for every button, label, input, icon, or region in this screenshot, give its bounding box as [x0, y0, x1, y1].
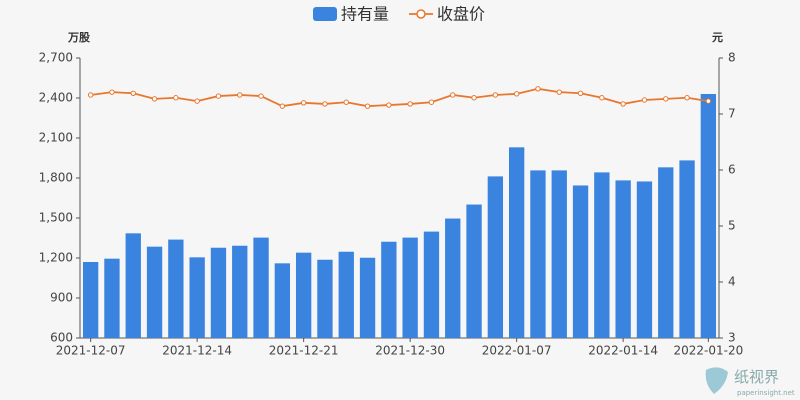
- line-point: [215, 93, 222, 99]
- y-tick-label: 900: [50, 291, 73, 305]
- bar: [210, 247, 227, 338]
- y2-tick-label: 5: [728, 219, 736, 233]
- line-point: [428, 99, 435, 105]
- line-point: [300, 100, 307, 106]
- line-point: [535, 86, 541, 92]
- line-point: [471, 95, 477, 101]
- bar: [636, 181, 653, 338]
- bar: [423, 231, 440, 338]
- line-point: [322, 101, 328, 107]
- bar: [274, 263, 291, 338]
- legend-label: 持有量: [341, 5, 389, 24]
- line-point: [556, 89, 562, 95]
- line-point: [492, 92, 499, 98]
- y2-tick-label: 4: [728, 275, 736, 289]
- line-point: [194, 98, 200, 104]
- line-point: [620, 101, 626, 107]
- y-tick-label: 1,200: [39, 251, 73, 265]
- y-tick-label: 1,800: [39, 171, 73, 185]
- bar: [82, 262, 99, 338]
- x-tick-label: 2021-12-21: [269, 344, 339, 358]
- y-tick-label: 2,400: [39, 91, 73, 105]
- line-point: [513, 91, 520, 97]
- x-tick-label: 2021-12-14: [162, 344, 232, 358]
- bar: [572, 185, 589, 338]
- y2-tick-label: 8: [728, 51, 736, 65]
- x-tick-label: 2022-01-07: [482, 344, 552, 358]
- watermark-url: paperinsight.net: [737, 389, 795, 397]
- bar: [317, 259, 333, 338]
- line-point: [705, 98, 712, 104]
- line-point: [109, 89, 115, 95]
- x-tick-label: 2022-01-14: [588, 344, 658, 358]
- y-tick-label: 2,700: [39, 51, 73, 65]
- bar: [253, 237, 269, 338]
- watermark-name: 纸视界: [734, 368, 779, 386]
- watermark-icon: [705, 367, 728, 394]
- bar: [381, 241, 397, 338]
- bar: [658, 167, 674, 338]
- bar: [338, 251, 354, 338]
- line-point: [130, 90, 136, 96]
- bar: [168, 239, 184, 338]
- bar: [679, 160, 695, 338]
- bar: [466, 204, 482, 338]
- bar: [615, 180, 631, 338]
- bar: [295, 252, 312, 338]
- line-point: [641, 97, 648, 103]
- bar: [189, 257, 205, 338]
- line-point: [364, 103, 371, 109]
- y2-axis-title: 元: [712, 31, 723, 44]
- bar: [551, 170, 567, 338]
- line-point: [87, 92, 94, 98]
- x-tick-label: 2021-12-30: [375, 344, 445, 358]
- bar: [359, 257, 376, 338]
- bar: [104, 258, 120, 338]
- x-tick-label: 2022-01-20: [673, 344, 743, 358]
- x-tick-label: 2021-12-07: [56, 344, 126, 358]
- line-point: [450, 92, 456, 98]
- bar: [594, 172, 610, 338]
- line-point: [343, 99, 349, 105]
- line-point: [237, 92, 243, 98]
- line-point: [684, 95, 690, 101]
- y-tick-label: 600: [50, 331, 73, 345]
- y-tick-label: 2,100: [39, 131, 73, 145]
- legend-label: 收盘价: [437, 5, 485, 24]
- line-point: [407, 101, 413, 107]
- bar: [445, 218, 461, 338]
- bar: [402, 237, 418, 338]
- y2-tick-label: 6: [728, 163, 736, 177]
- line-point: [151, 96, 158, 102]
- line-point: [258, 93, 264, 99]
- bar: [232, 245, 248, 338]
- legend-swatch: [313, 7, 337, 21]
- bar: [487, 176, 504, 338]
- y2-tick-label: 7: [728, 107, 736, 121]
- line-point: [577, 90, 584, 96]
- y2-tick-label: 3: [728, 331, 736, 345]
- line-point: [386, 102, 392, 108]
- bar: [125, 233, 141, 338]
- bar: [530, 170, 546, 338]
- line-point: [663, 96, 669, 102]
- y-tick-label: 1,500: [39, 211, 73, 225]
- y-axis-title: 万股: [67, 31, 91, 44]
- bar: [146, 246, 163, 338]
- line-point: [173, 95, 179, 101]
- bar: [700, 94, 717, 338]
- line: [90, 87, 709, 108]
- bar: [508, 147, 525, 338]
- legend-swatch-point: [416, 9, 426, 19]
- line-point: [599, 95, 605, 101]
- line-point: [279, 103, 286, 109]
